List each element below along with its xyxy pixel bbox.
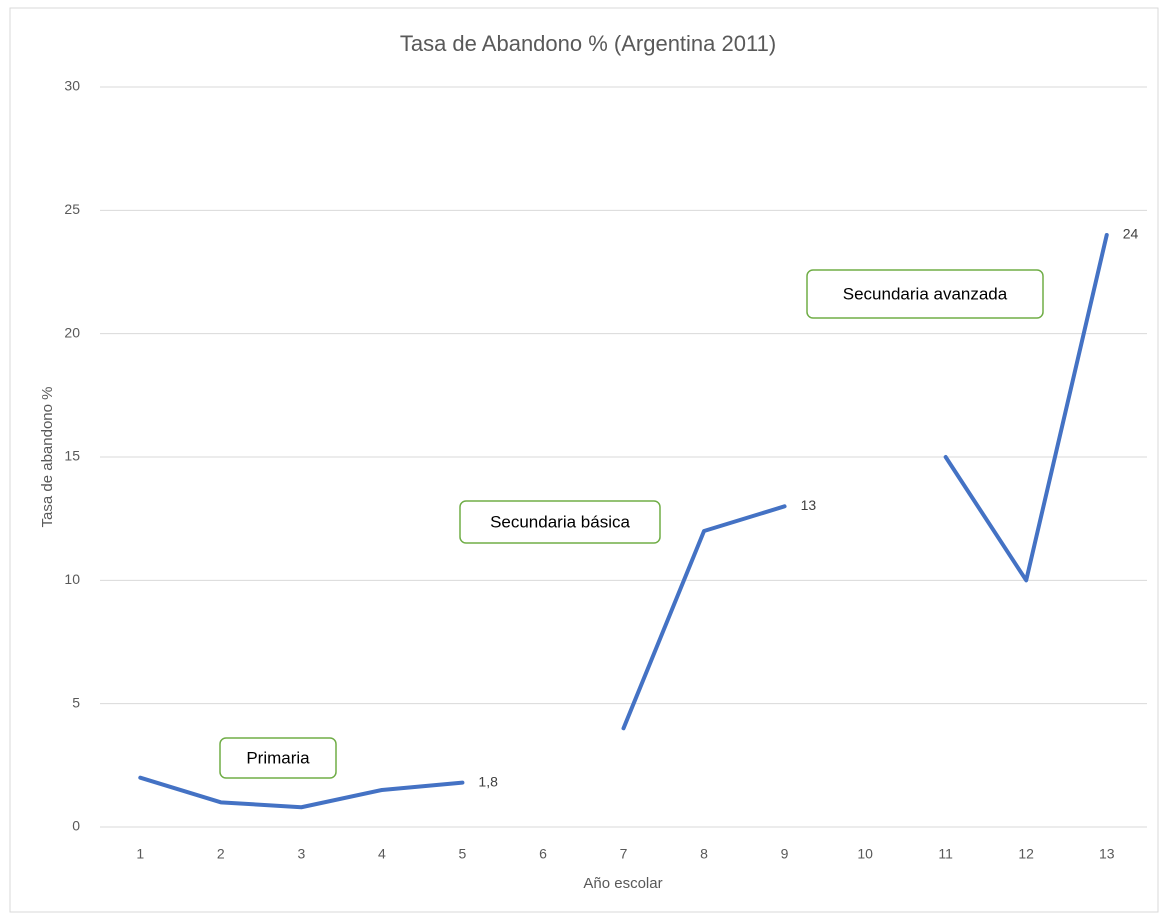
y-tick-label: 15 <box>64 448 80 464</box>
x-tick-label: 6 <box>539 846 547 862</box>
y-tick-label: 25 <box>64 201 80 217</box>
data-label: 24 <box>1123 226 1139 242</box>
y-tick-label: 0 <box>72 818 80 834</box>
data-line <box>138 233 1109 810</box>
chart-frame <box>9 7 1159 913</box>
x-tick-label: 8 <box>700 846 708 862</box>
y-tick-label: 30 <box>64 78 80 94</box>
x-tick-label: 2 <box>217 846 225 862</box>
y-tick-label: 20 <box>64 324 80 340</box>
y-axis-label: Tasa de abandono % <box>39 387 56 528</box>
x-tick-label: 5 <box>459 846 467 862</box>
data-label: 13 <box>801 497 817 513</box>
x-tick-label: 3 <box>297 846 305 862</box>
x-tick-label: 10 <box>857 846 873 862</box>
x-tick-label: 13 <box>1099 846 1115 862</box>
data-label: 1,8 <box>478 773 498 789</box>
x-tick-label: 12 <box>1018 846 1034 862</box>
x-tick-label: 7 <box>620 846 628 862</box>
y-tick-label: 5 <box>72 694 80 710</box>
annotation-box <box>806 269 1044 319</box>
x-axis-label: Año escolar <box>583 875 662 892</box>
x-tick-label: 9 <box>781 846 789 862</box>
annotation: Secundaria avanzada <box>843 284 1008 303</box>
chart-title: Tasa de Abandono % (Argentina 2011) <box>400 31 776 56</box>
x-tick-label: 11 <box>938 846 953 862</box>
x-tick-label: 4 <box>378 846 386 862</box>
y-tick-label: 10 <box>64 571 80 587</box>
x-tick-label: 1 <box>136 846 144 862</box>
annotation-box <box>459 500 661 544</box>
annotation: Secundaria básica <box>490 512 630 531</box>
annotation: Primaria <box>246 748 310 767</box>
annotation-box <box>219 737 337 779</box>
